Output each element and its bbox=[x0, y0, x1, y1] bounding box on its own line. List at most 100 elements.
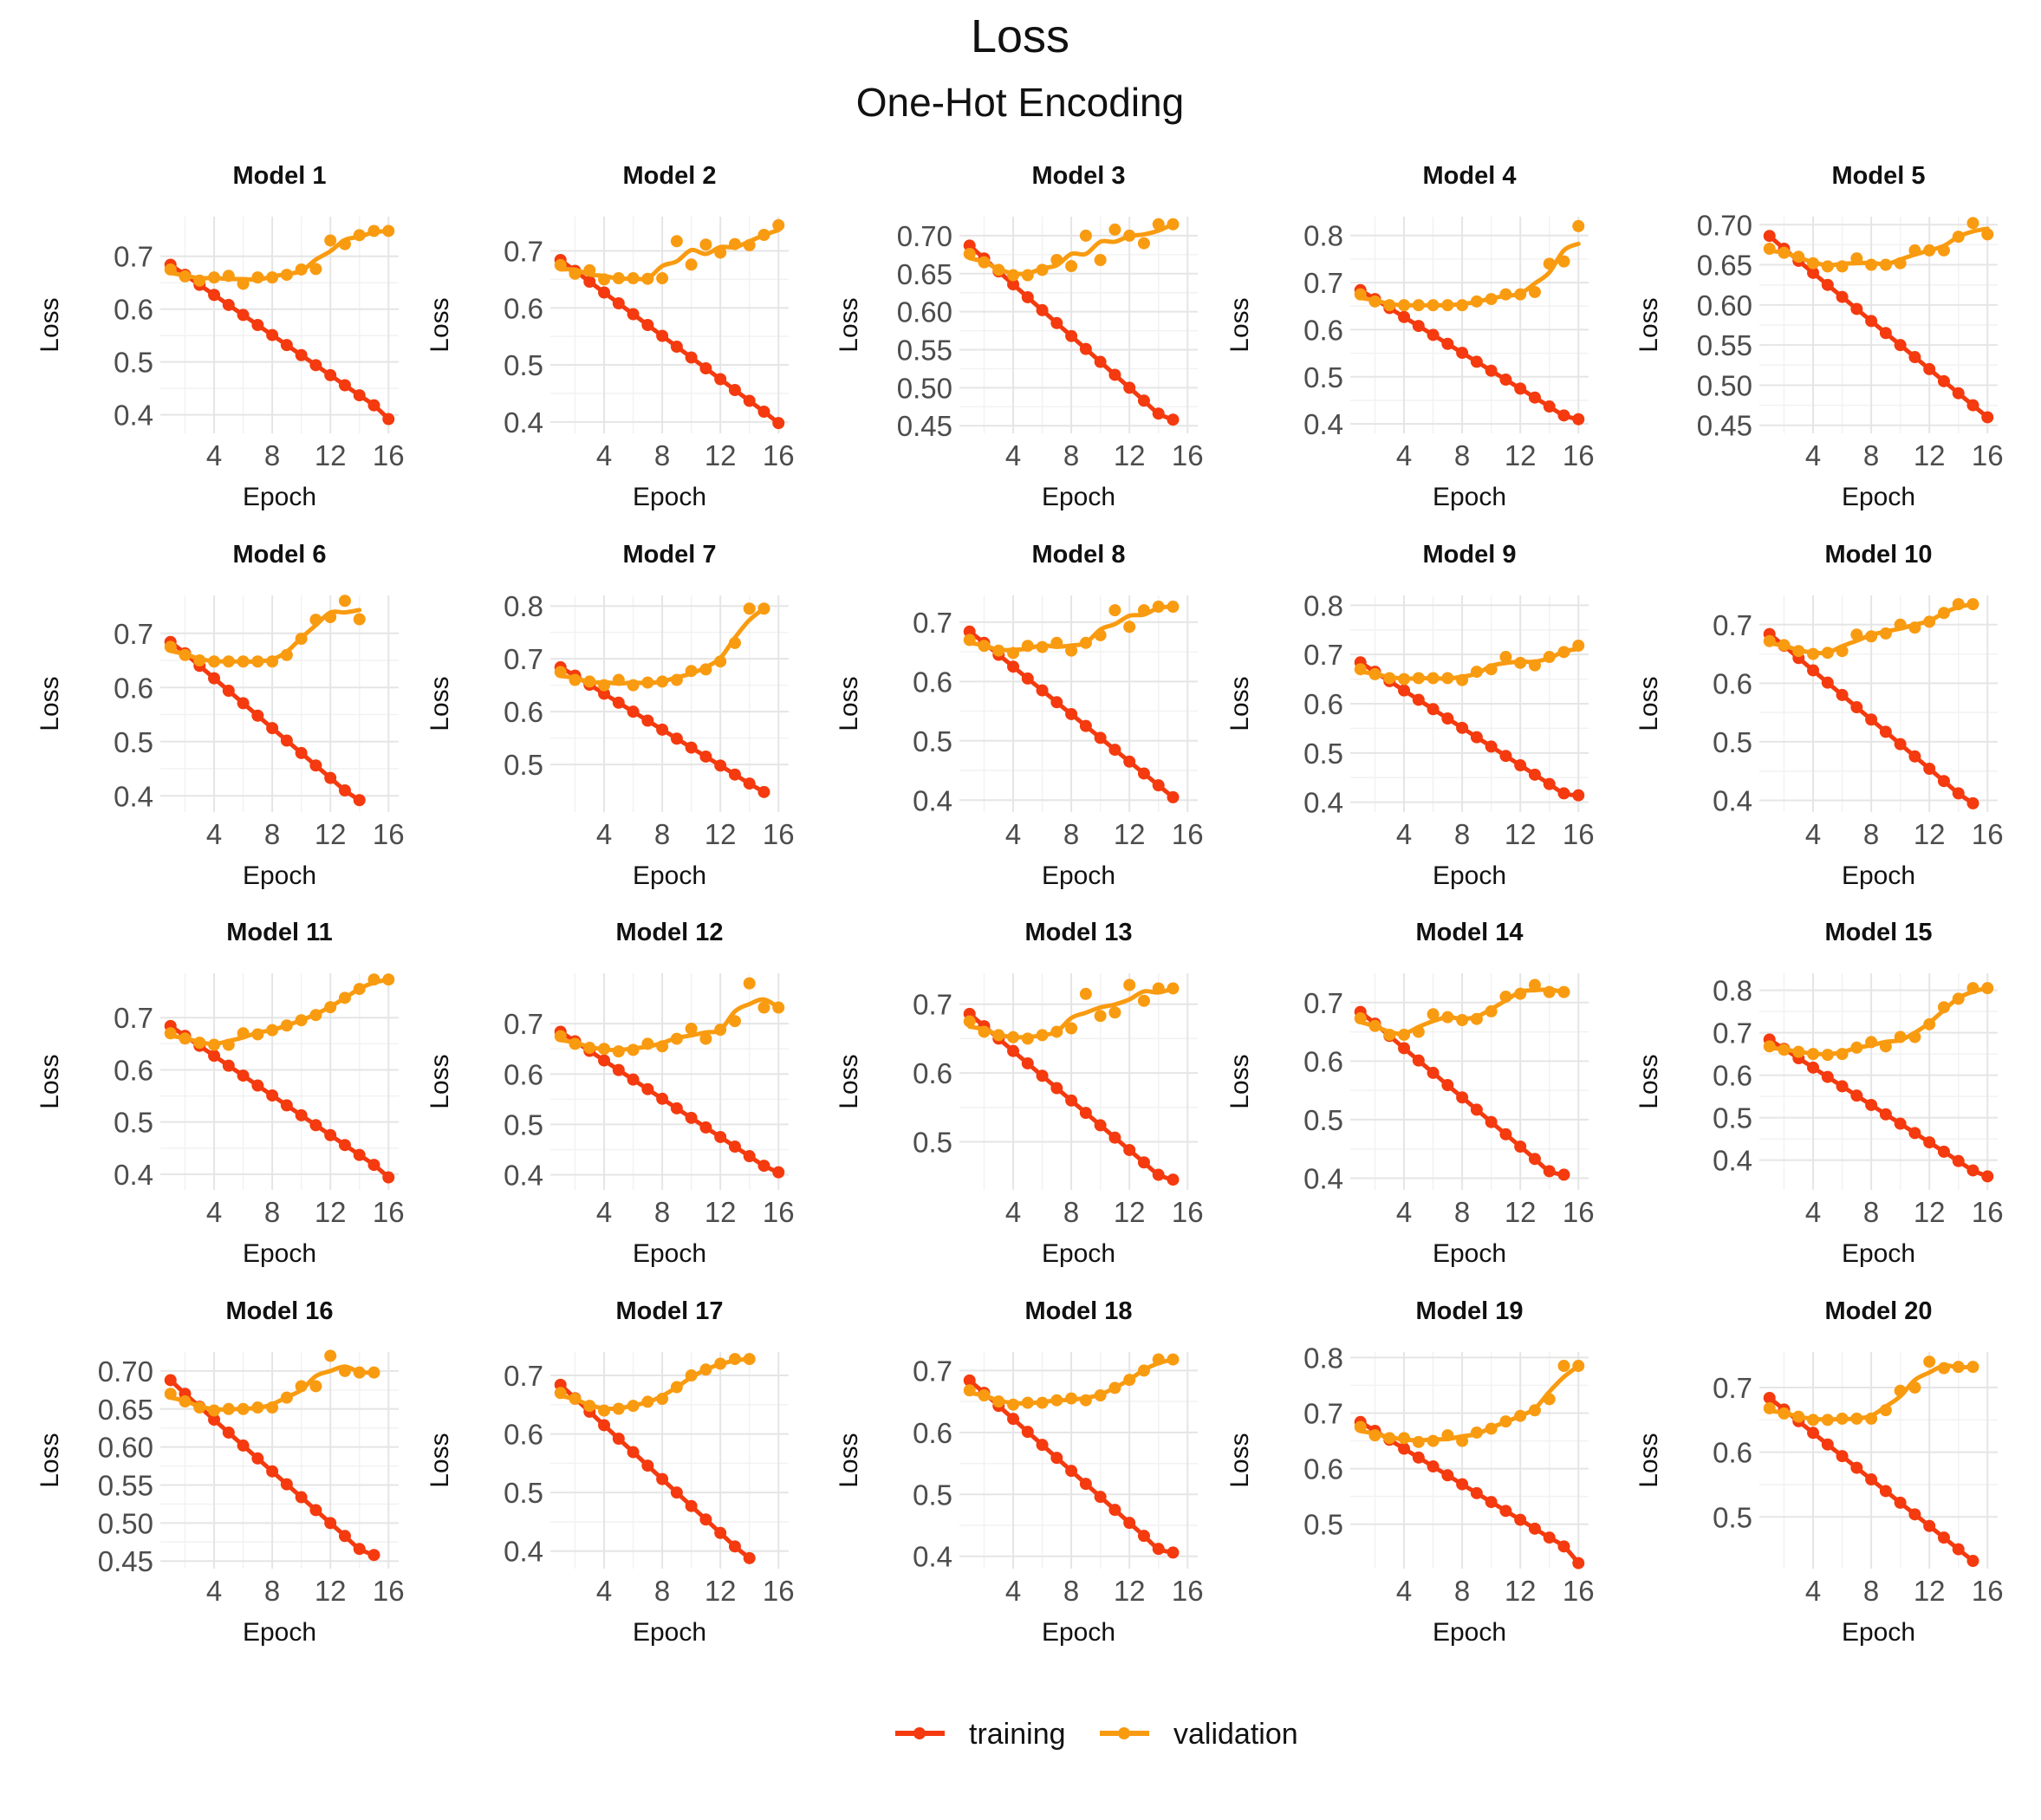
validation-point bbox=[641, 1037, 654, 1050]
validation-point bbox=[353, 983, 366, 996]
x-tick-label: 8 bbox=[654, 439, 670, 471]
training-point bbox=[757, 785, 770, 798]
validation-point bbox=[1398, 1432, 1411, 1445]
validation-point bbox=[1167, 601, 1180, 614]
y-tick-label: 0.7 bbox=[114, 1002, 153, 1034]
training-point bbox=[266, 328, 279, 341]
validation-point bbox=[1792, 1410, 1805, 1423]
training-point bbox=[353, 1543, 366, 1556]
x-tick-label: 12 bbox=[705, 439, 737, 471]
panel-title: Model 16 bbox=[225, 1297, 333, 1325]
training-point bbox=[1908, 1508, 1921, 1521]
y-tick-label: 0.4 bbox=[913, 1541, 952, 1573]
training-point bbox=[208, 1414, 221, 1427]
validation-point bbox=[1528, 1404, 1541, 1417]
panel-title: Model 20 bbox=[1824, 1297, 1932, 1325]
training-point bbox=[641, 319, 654, 331]
y-axis-label: Loss bbox=[426, 297, 454, 352]
training-point bbox=[1152, 1543, 1165, 1556]
training-point bbox=[1952, 1543, 1965, 1556]
validation-point bbox=[1499, 1415, 1512, 1428]
x-tick-label: 16 bbox=[1172, 1575, 1204, 1607]
y-tick-label: 0.5 bbox=[1303, 1104, 1343, 1136]
training-point bbox=[1499, 374, 1512, 387]
validation-point bbox=[1908, 1030, 1921, 1043]
panel-model-8: 4 8 12 16 0.4 0.5 0.6 0.7 Model 8 Epoch Loss bbox=[835, 541, 1204, 890]
training-point bbox=[1908, 351, 1921, 364]
validation-point bbox=[569, 267, 582, 280]
validation-point bbox=[1499, 991, 1512, 1004]
x-axis-label: Epoch bbox=[1842, 483, 1915, 511]
training-point bbox=[656, 1092, 669, 1105]
validation-point bbox=[1094, 1010, 1107, 1023]
x-tick-label: 12 bbox=[1914, 439, 1946, 471]
validation-point bbox=[164, 1388, 177, 1401]
training-point bbox=[1514, 1141, 1527, 1153]
x-axis-label: Epoch bbox=[243, 1618, 316, 1647]
validation-point bbox=[1050, 254, 1063, 266]
y-tick-label: 0.45 bbox=[897, 410, 952, 442]
validation-point bbox=[627, 272, 640, 285]
training-point bbox=[1137, 1156, 1150, 1169]
validation-point bbox=[237, 655, 250, 668]
validation-point bbox=[1137, 604, 1150, 617]
training-point bbox=[1807, 266, 1820, 279]
validation-point bbox=[598, 679, 611, 692]
training-line bbox=[558, 257, 781, 426]
validation-point bbox=[208, 1038, 221, 1051]
y-axis-label: Loss bbox=[835, 1054, 863, 1108]
y-tick-label: 0.60 bbox=[1697, 289, 1752, 322]
y-tick-label: 0.6 bbox=[913, 1057, 952, 1089]
x-tick-label: 4 bbox=[206, 818, 222, 850]
training-point bbox=[1412, 1054, 1425, 1067]
validation-point bbox=[338, 237, 351, 250]
y-tick-label: 0.6 bbox=[504, 292, 543, 324]
x-tick-label: 16 bbox=[763, 1196, 795, 1228]
y-tick-label: 0.5 bbox=[504, 1477, 543, 1509]
training-point bbox=[1441, 337, 1454, 350]
training-point bbox=[1007, 1044, 1020, 1057]
training-point bbox=[1167, 1546, 1180, 1559]
validation-point bbox=[1850, 628, 1863, 641]
validation-point bbox=[1427, 1434, 1440, 1447]
panel-model-15: 4 8 12 16 0.4 0.5 0.6 0.7 0.8 Model 15 Epoch Loss bbox=[1635, 919, 2004, 1268]
validation-point bbox=[612, 272, 625, 285]
validation-point bbox=[309, 263, 322, 276]
validation-point bbox=[583, 675, 596, 688]
training-point bbox=[1908, 750, 1921, 763]
y-axis-label: Loss bbox=[835, 676, 863, 731]
x-tick-label: 12 bbox=[1505, 1196, 1537, 1228]
validation-point bbox=[728, 1015, 741, 1028]
training-point bbox=[757, 1160, 770, 1173]
validation-point bbox=[1007, 1398, 1020, 1411]
training-point bbox=[1952, 387, 1965, 400]
training-point bbox=[237, 1069, 250, 1082]
validation-point bbox=[1879, 627, 1892, 640]
training-point bbox=[1470, 731, 1483, 744]
validation-point bbox=[353, 229, 366, 242]
y-tick-label: 0.5 bbox=[504, 349, 543, 381]
validation-point bbox=[1152, 601, 1165, 614]
training-point bbox=[338, 1139, 351, 1152]
training-point bbox=[1850, 701, 1863, 714]
validation-point bbox=[641, 272, 654, 285]
x-tick-label: 12 bbox=[315, 1575, 347, 1607]
validation-point bbox=[1966, 598, 1979, 611]
validation-point bbox=[1836, 1048, 1849, 1061]
training-point bbox=[353, 794, 366, 807]
training-point bbox=[309, 1504, 322, 1517]
validation-point bbox=[179, 1395, 192, 1408]
validation-point bbox=[641, 676, 654, 689]
panel-title: Model 9 bbox=[1423, 541, 1517, 569]
x-axis-label: Epoch bbox=[1842, 861, 1915, 890]
validation-point bbox=[309, 1009, 322, 1022]
validation-point bbox=[1021, 640, 1034, 653]
x-tick-label: 12 bbox=[705, 1575, 737, 1607]
validation-point bbox=[251, 1028, 264, 1041]
training-point bbox=[1981, 411, 1994, 424]
training-point bbox=[1398, 310, 1411, 323]
validation-point bbox=[1557, 646, 1570, 659]
training-point bbox=[1036, 1439, 1049, 1452]
validation-point bbox=[728, 1353, 741, 1366]
training-point bbox=[222, 685, 235, 697]
